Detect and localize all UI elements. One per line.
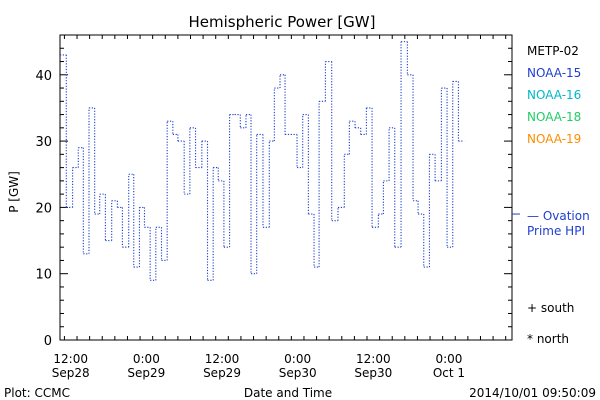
plot-frame xyxy=(59,34,513,341)
x-tick-label-time: 12:00 xyxy=(356,352,391,366)
y-tick-label: 40 xyxy=(35,69,52,84)
series-layer xyxy=(60,41,465,281)
x-tick-label-time: 0:00 xyxy=(435,352,462,366)
x-tick-label-date: Sep29 xyxy=(127,366,165,380)
footer-plot-source: Plot: CCMC xyxy=(4,386,70,400)
x-tick-label-time: 0:00 xyxy=(133,352,160,366)
legend-entry-noaa-18: NOAA-18 xyxy=(527,110,581,124)
y-axis-label: P [GW] xyxy=(7,171,21,213)
legend-north: * north xyxy=(527,332,569,346)
x-tick-label-time: 12:00 xyxy=(53,352,88,366)
x-tick-label-date: Sep30 xyxy=(279,366,317,380)
legend-entry-noaa-19: NOAA-19 xyxy=(527,132,581,146)
y-tick-label: 30 xyxy=(35,135,52,150)
y-tick-label: 10 xyxy=(35,268,52,283)
legend-entry-noaa-15: NOAA-15 xyxy=(527,66,581,80)
x-tick-label-time: 12:00 xyxy=(205,352,240,366)
legend-model-line2: Prime HPI xyxy=(527,224,585,238)
x-tick-label-date: Sep30 xyxy=(354,366,392,380)
y-tick-label: 0 xyxy=(44,334,52,349)
x-tick-label-date: Oct 1 xyxy=(433,366,465,380)
x-tick-label-date: Sep28 xyxy=(52,366,90,380)
x-axis: 12:00Sep280:00Sep2912:00Sep290:00Sep3012… xyxy=(52,35,507,380)
x-tick-label-date: Sep29 xyxy=(203,366,241,380)
legend-entry-metp-02: METP-02 xyxy=(527,44,579,58)
y-tick-label: 20 xyxy=(35,201,52,216)
legend: METP-02 NOAA-15 NOAA-16 NOAA-18 NOAA-19 … xyxy=(527,44,590,346)
footer-x-axis-title: Date and Time xyxy=(244,386,332,400)
footer-timestamp: 2014/10/01 09:50:09 xyxy=(469,386,596,400)
legend-entry-noaa-16: NOAA-16 xyxy=(527,88,581,102)
plot-border xyxy=(59,34,513,341)
legend-model-line1: — Ovation xyxy=(527,209,590,223)
chart-title: Hemispheric Power [GW] xyxy=(189,13,376,31)
legend-south: + south xyxy=(527,301,574,315)
y-axis: 0 10 20 30 40 xyxy=(35,34,520,349)
x-tick-label-time: 0:00 xyxy=(284,352,311,366)
